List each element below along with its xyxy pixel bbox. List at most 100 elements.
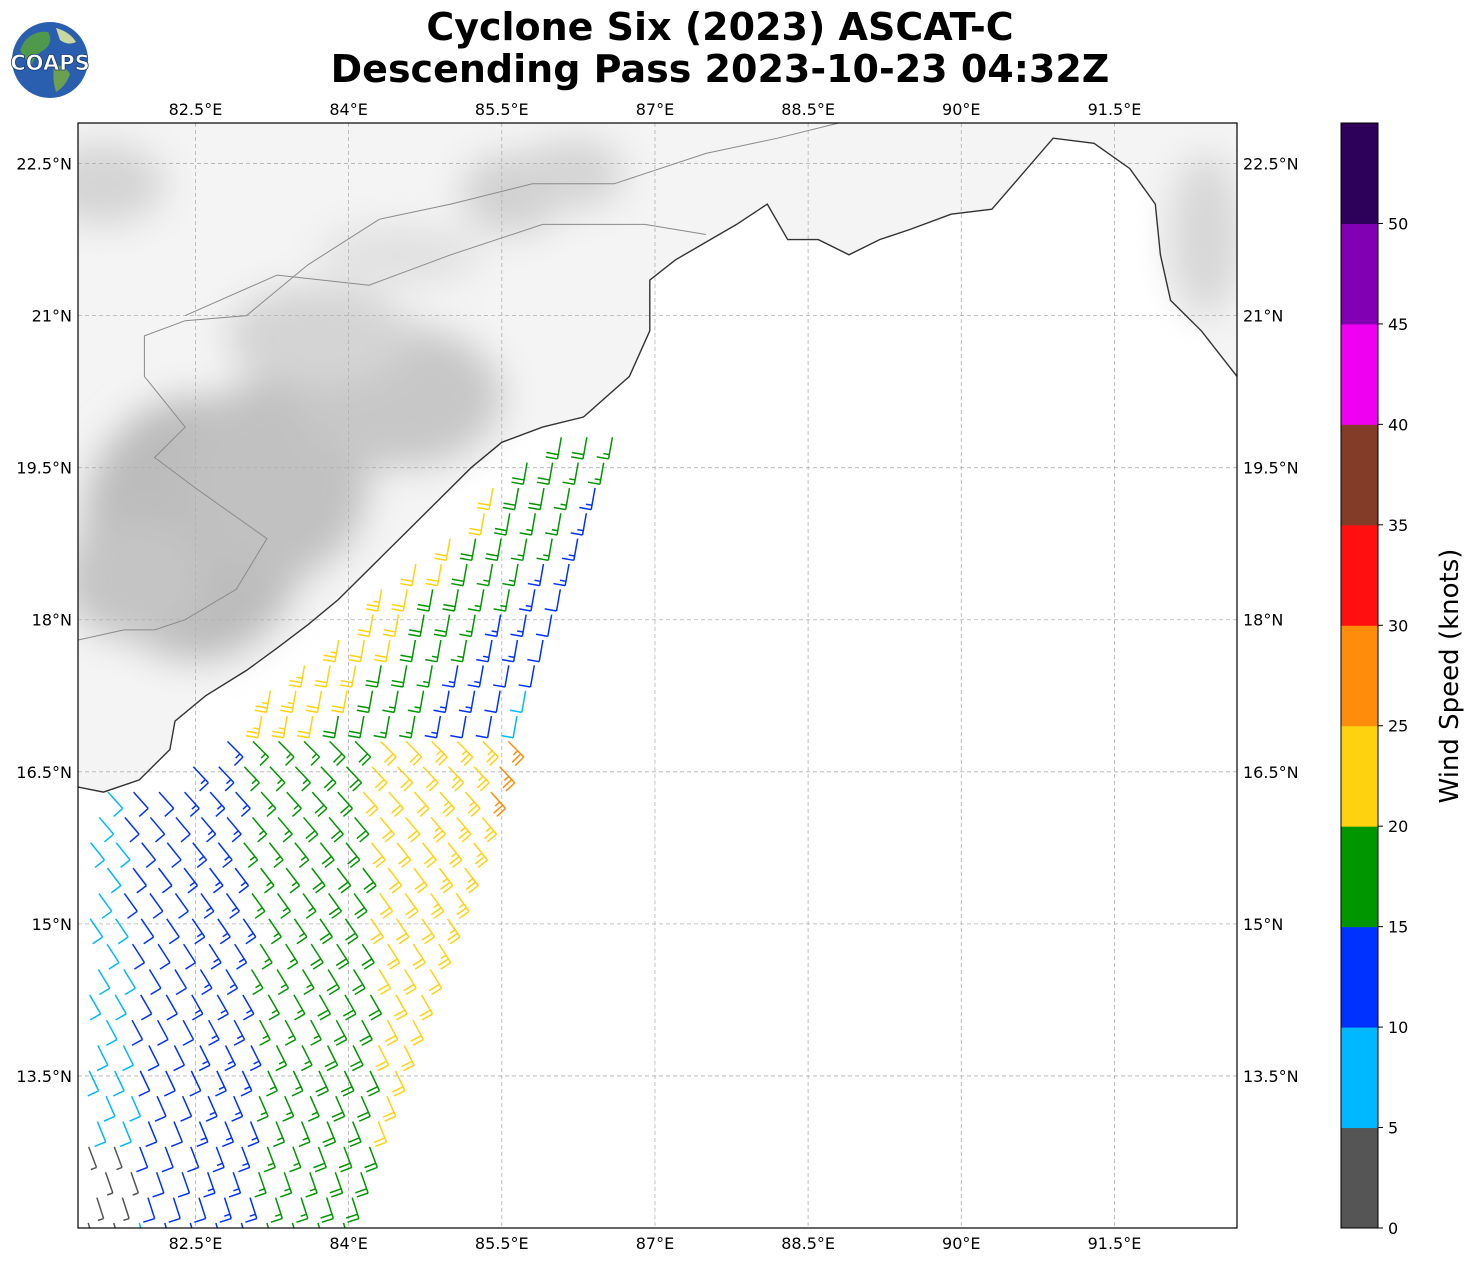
barb-feather xyxy=(185,962,196,970)
barb-shaft xyxy=(123,893,138,912)
barb-shaft xyxy=(412,1019,424,1040)
lon-label-bottom: 88.5°E xyxy=(781,1234,835,1253)
wind-barb xyxy=(342,994,357,1021)
barb-feather xyxy=(493,804,504,814)
barb-feather xyxy=(485,557,498,562)
barb-feather xyxy=(302,779,308,785)
wind-barb xyxy=(359,1019,373,1046)
barb-shaft xyxy=(115,842,131,861)
wind-barb xyxy=(205,1095,218,1122)
barb-feather xyxy=(317,1090,329,1097)
barb-feather xyxy=(196,1141,209,1148)
barb-shaft xyxy=(218,766,235,784)
barb-feather xyxy=(391,608,404,612)
barb-shaft xyxy=(479,513,485,536)
barb-feather xyxy=(298,1141,311,1148)
wind-barb xyxy=(347,1121,362,1148)
wind-barb xyxy=(473,842,488,869)
barb-feather xyxy=(365,684,378,688)
colorbar-label: Wind Speed (knots) xyxy=(1435,549,1465,804)
wind-barb xyxy=(335,943,350,970)
wind-barb xyxy=(147,1045,160,1072)
barb-feather xyxy=(305,910,317,919)
barb-feather xyxy=(357,705,370,709)
barb-feather xyxy=(443,801,450,807)
barb-feather xyxy=(221,1141,234,1148)
barb-feather xyxy=(233,1038,245,1046)
barb-feather xyxy=(380,731,387,735)
barb-feather xyxy=(345,932,356,941)
barb-shaft xyxy=(216,994,229,1015)
barb-shaft xyxy=(521,690,527,713)
barb-feather xyxy=(352,782,363,792)
barb-feather xyxy=(173,1064,185,1072)
barb-feather xyxy=(374,658,387,663)
barb-shaft xyxy=(217,918,231,938)
barb-feather xyxy=(291,881,298,887)
barb-feather xyxy=(494,527,507,532)
barb-feather xyxy=(347,1137,360,1144)
barb-shaft xyxy=(293,918,308,938)
wind-barb xyxy=(138,1070,151,1097)
barb-shaft xyxy=(174,893,189,912)
barb-feather xyxy=(262,701,269,705)
barb-shaft xyxy=(293,994,306,1015)
barb-shaft xyxy=(538,563,545,586)
wind-barb xyxy=(509,690,527,714)
wind-barb xyxy=(235,791,251,818)
barb-feather xyxy=(373,936,384,945)
barb-feather xyxy=(311,753,317,759)
barb-shaft xyxy=(291,690,297,713)
barb-feather xyxy=(114,1244,120,1246)
barb-feather xyxy=(287,962,299,970)
barb-feather xyxy=(375,1060,387,1068)
barb-shaft xyxy=(155,1171,165,1194)
barb-feather xyxy=(423,855,435,865)
barb-feather xyxy=(553,582,566,587)
wind-barb xyxy=(310,943,324,970)
wind-barb xyxy=(208,943,222,970)
wind-barb xyxy=(348,639,366,663)
wind-barb xyxy=(140,994,153,1021)
barb-feather xyxy=(203,910,215,919)
barb-feather xyxy=(419,807,430,818)
lon-label-bottom: 82.5°E xyxy=(169,1234,223,1253)
barb-feather xyxy=(416,684,429,688)
barb-feather xyxy=(212,1166,225,1173)
wind-barb xyxy=(413,867,428,894)
wind-barb xyxy=(313,1146,327,1173)
barb-feather xyxy=(384,1035,397,1043)
wind-barb xyxy=(275,1045,288,1072)
barb-feather xyxy=(300,1213,307,1217)
lat-label-left: 13.5°N xyxy=(16,1067,72,1086)
wind-barb xyxy=(119,1121,132,1148)
barb-feather xyxy=(123,1217,130,1222)
wind-barb xyxy=(266,1222,270,1228)
barb-feather xyxy=(161,1166,174,1173)
barb-feather xyxy=(275,782,286,792)
barb-feather xyxy=(505,782,516,792)
barb-feather xyxy=(391,679,404,684)
barb-feather xyxy=(246,730,259,735)
barb-shaft xyxy=(215,1222,219,1228)
barb-feather xyxy=(412,1038,424,1046)
wind-barb xyxy=(249,1045,262,1072)
wind-barb xyxy=(499,766,516,792)
barb-feather xyxy=(403,1064,415,1072)
barb-feather xyxy=(467,878,474,883)
barb-feather xyxy=(332,753,343,763)
barb-shaft xyxy=(215,1146,225,1168)
barb-feather xyxy=(267,804,274,810)
barb-shaft xyxy=(555,589,562,612)
wind-barb xyxy=(88,1146,98,1171)
wind-barb xyxy=(225,893,240,919)
barb-feather xyxy=(292,1240,298,1242)
barb-feather xyxy=(326,1064,338,1072)
barb-shaft xyxy=(115,918,129,938)
wind-barb xyxy=(121,1197,130,1222)
barb-feather xyxy=(312,881,323,890)
coaps-logo: COAPS xyxy=(10,22,90,98)
barb-feather xyxy=(377,1064,389,1072)
barb-feather xyxy=(410,833,421,843)
barb-feather xyxy=(289,958,296,963)
